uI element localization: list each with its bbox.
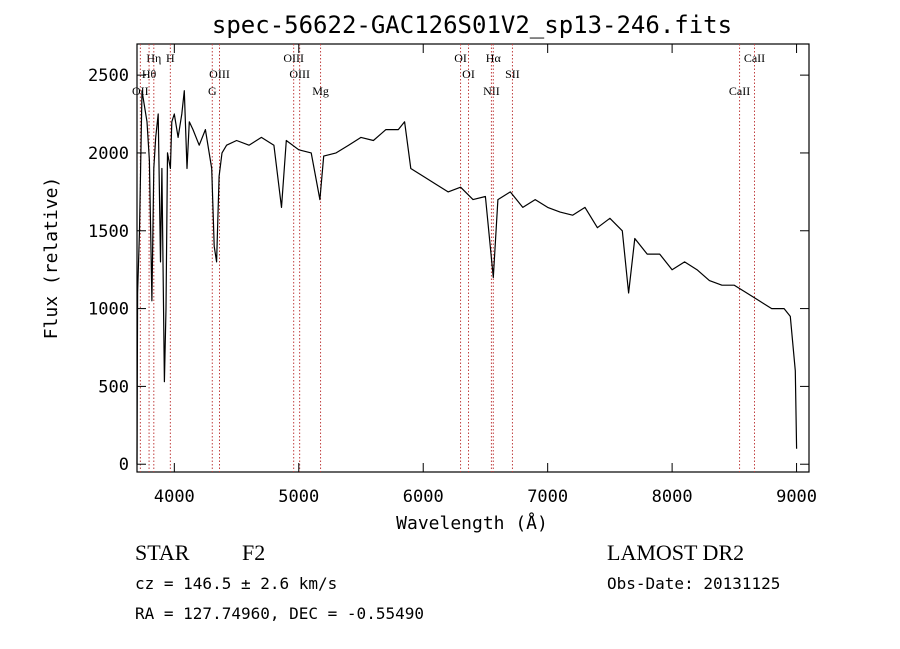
line-id-label: CaII [744, 51, 765, 65]
object-subclass: F2 [242, 540, 265, 565]
line-id-label: OI [454, 51, 467, 65]
redshift-cz: cz = 146.5 ± 2.6 km/s [135, 574, 337, 593]
object-class: STAR [135, 540, 190, 565]
line-id-label: G [208, 84, 217, 98]
obs-date: Obs-Date: 20131125 [607, 574, 780, 593]
y-tick-label: 1000 [88, 300, 129, 320]
x-tick-label: 4000 [154, 487, 195, 507]
line-id-label: Hθ [142, 67, 157, 81]
x-tick-label: 9000 [776, 487, 817, 507]
plot-frame [136, 43, 810, 473]
x-tick-label: 6000 [403, 487, 444, 507]
line-id-markers: HηHθOIIHOIIIGOIIIOIIIMgOIOINIIHαSIICaIIC… [132, 44, 765, 472]
spectrum-series [136, 90, 798, 465]
x-tick-label: 8000 [652, 487, 693, 507]
y-tick-label: 2000 [88, 144, 129, 164]
y-axis-label: Flux (relative) [41, 177, 62, 340]
y-tick-label: 0 [119, 455, 129, 475]
x-tick-label: 7000 [527, 487, 568, 507]
spectrum-line [136, 90, 798, 465]
coordinates: RA = 127.74960, DEC = -0.55490 [135, 604, 424, 623]
axis-ticks: 4000 5000 6000 7000 8000 9000 0 500 1000 1500 2000… [88, 44, 817, 507]
survey-name: LAMOST DR2 [607, 540, 744, 565]
line-id-label: SII [505, 67, 520, 81]
line-id-label: OI [462, 67, 475, 81]
x-tick-label: 5000 [278, 487, 319, 507]
line-id-label: NII [483, 84, 500, 98]
line-id-label: Hα [486, 51, 502, 65]
line-id-label: OIII [209, 67, 230, 81]
line-id-label: OIII [289, 67, 310, 81]
line-id-label: CaII [729, 84, 750, 98]
line-id-label: Hη [146, 51, 161, 65]
line-id-label: Mg [312, 84, 329, 98]
line-id-label: H [166, 51, 175, 65]
y-tick-label: 500 [98, 377, 129, 397]
line-id-label: OII [132, 84, 149, 98]
chart-title: spec-56622-GAC126S01V2_sp13-246.fits [212, 11, 732, 39]
line-id-label: OIII [283, 51, 304, 65]
y-tick-label: 1500 [88, 222, 129, 242]
y-tick-label: 2500 [88, 66, 129, 86]
x-axis-label: Wavelength (Å) [396, 512, 548, 534]
